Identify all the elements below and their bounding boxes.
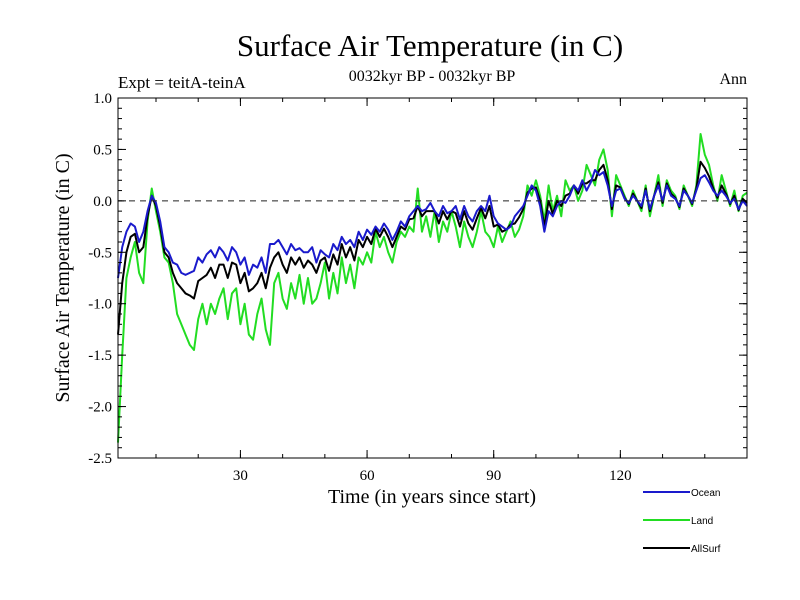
experiment-label: Expt = teitA-teinA	[118, 73, 246, 92]
series-line-ocean	[117, 169, 748, 279]
y-axis-label: Surface Air Temperature (in C)	[52, 153, 74, 402]
x-tick-label: 30	[233, 468, 248, 484]
x-axis-label: Time (in years since start)	[328, 486, 536, 508]
y-tick-label: -0.5	[88, 245, 112, 261]
legend-label-allsurf: AllSurf	[691, 544, 721, 555]
season-label: Ann	[719, 71, 747, 88]
legend-label-land: Land	[691, 516, 713, 527]
series-line-land	[117, 133, 748, 443]
y-tick-label: -2.0	[88, 400, 112, 416]
x-axis: 30 60 90 120	[155, 98, 706, 484]
y-tick-label: -2.5	[88, 451, 112, 467]
plot-series	[117, 133, 748, 443]
x-tick-label: 120	[609, 468, 632, 484]
y-tick-label: 1.0	[93, 91, 112, 107]
y-axis: -2.5 -2.0 -1.5 -1.0 -0.5 0.0 0.5 1.0	[88, 91, 747, 467]
y-tick-label: -1.0	[88, 297, 112, 313]
y-tick-label: -1.5	[88, 348, 112, 364]
chart-title: Surface Air Temperature (in C)	[237, 28, 623, 63]
x-tick-label: 60	[360, 468, 375, 484]
y-tick-label: 0.0	[93, 194, 112, 210]
legend: Ocean Land AllSurf	[643, 488, 721, 555]
chart-subtitle: 0032kyr BP - 0032kyr BP	[349, 68, 516, 85]
legend-label-ocean: Ocean	[691, 488, 720, 499]
x-tick-label: 90	[486, 468, 501, 484]
plot-frame	[117, 97, 748, 459]
y-tick-label: 0.5	[93, 142, 112, 158]
